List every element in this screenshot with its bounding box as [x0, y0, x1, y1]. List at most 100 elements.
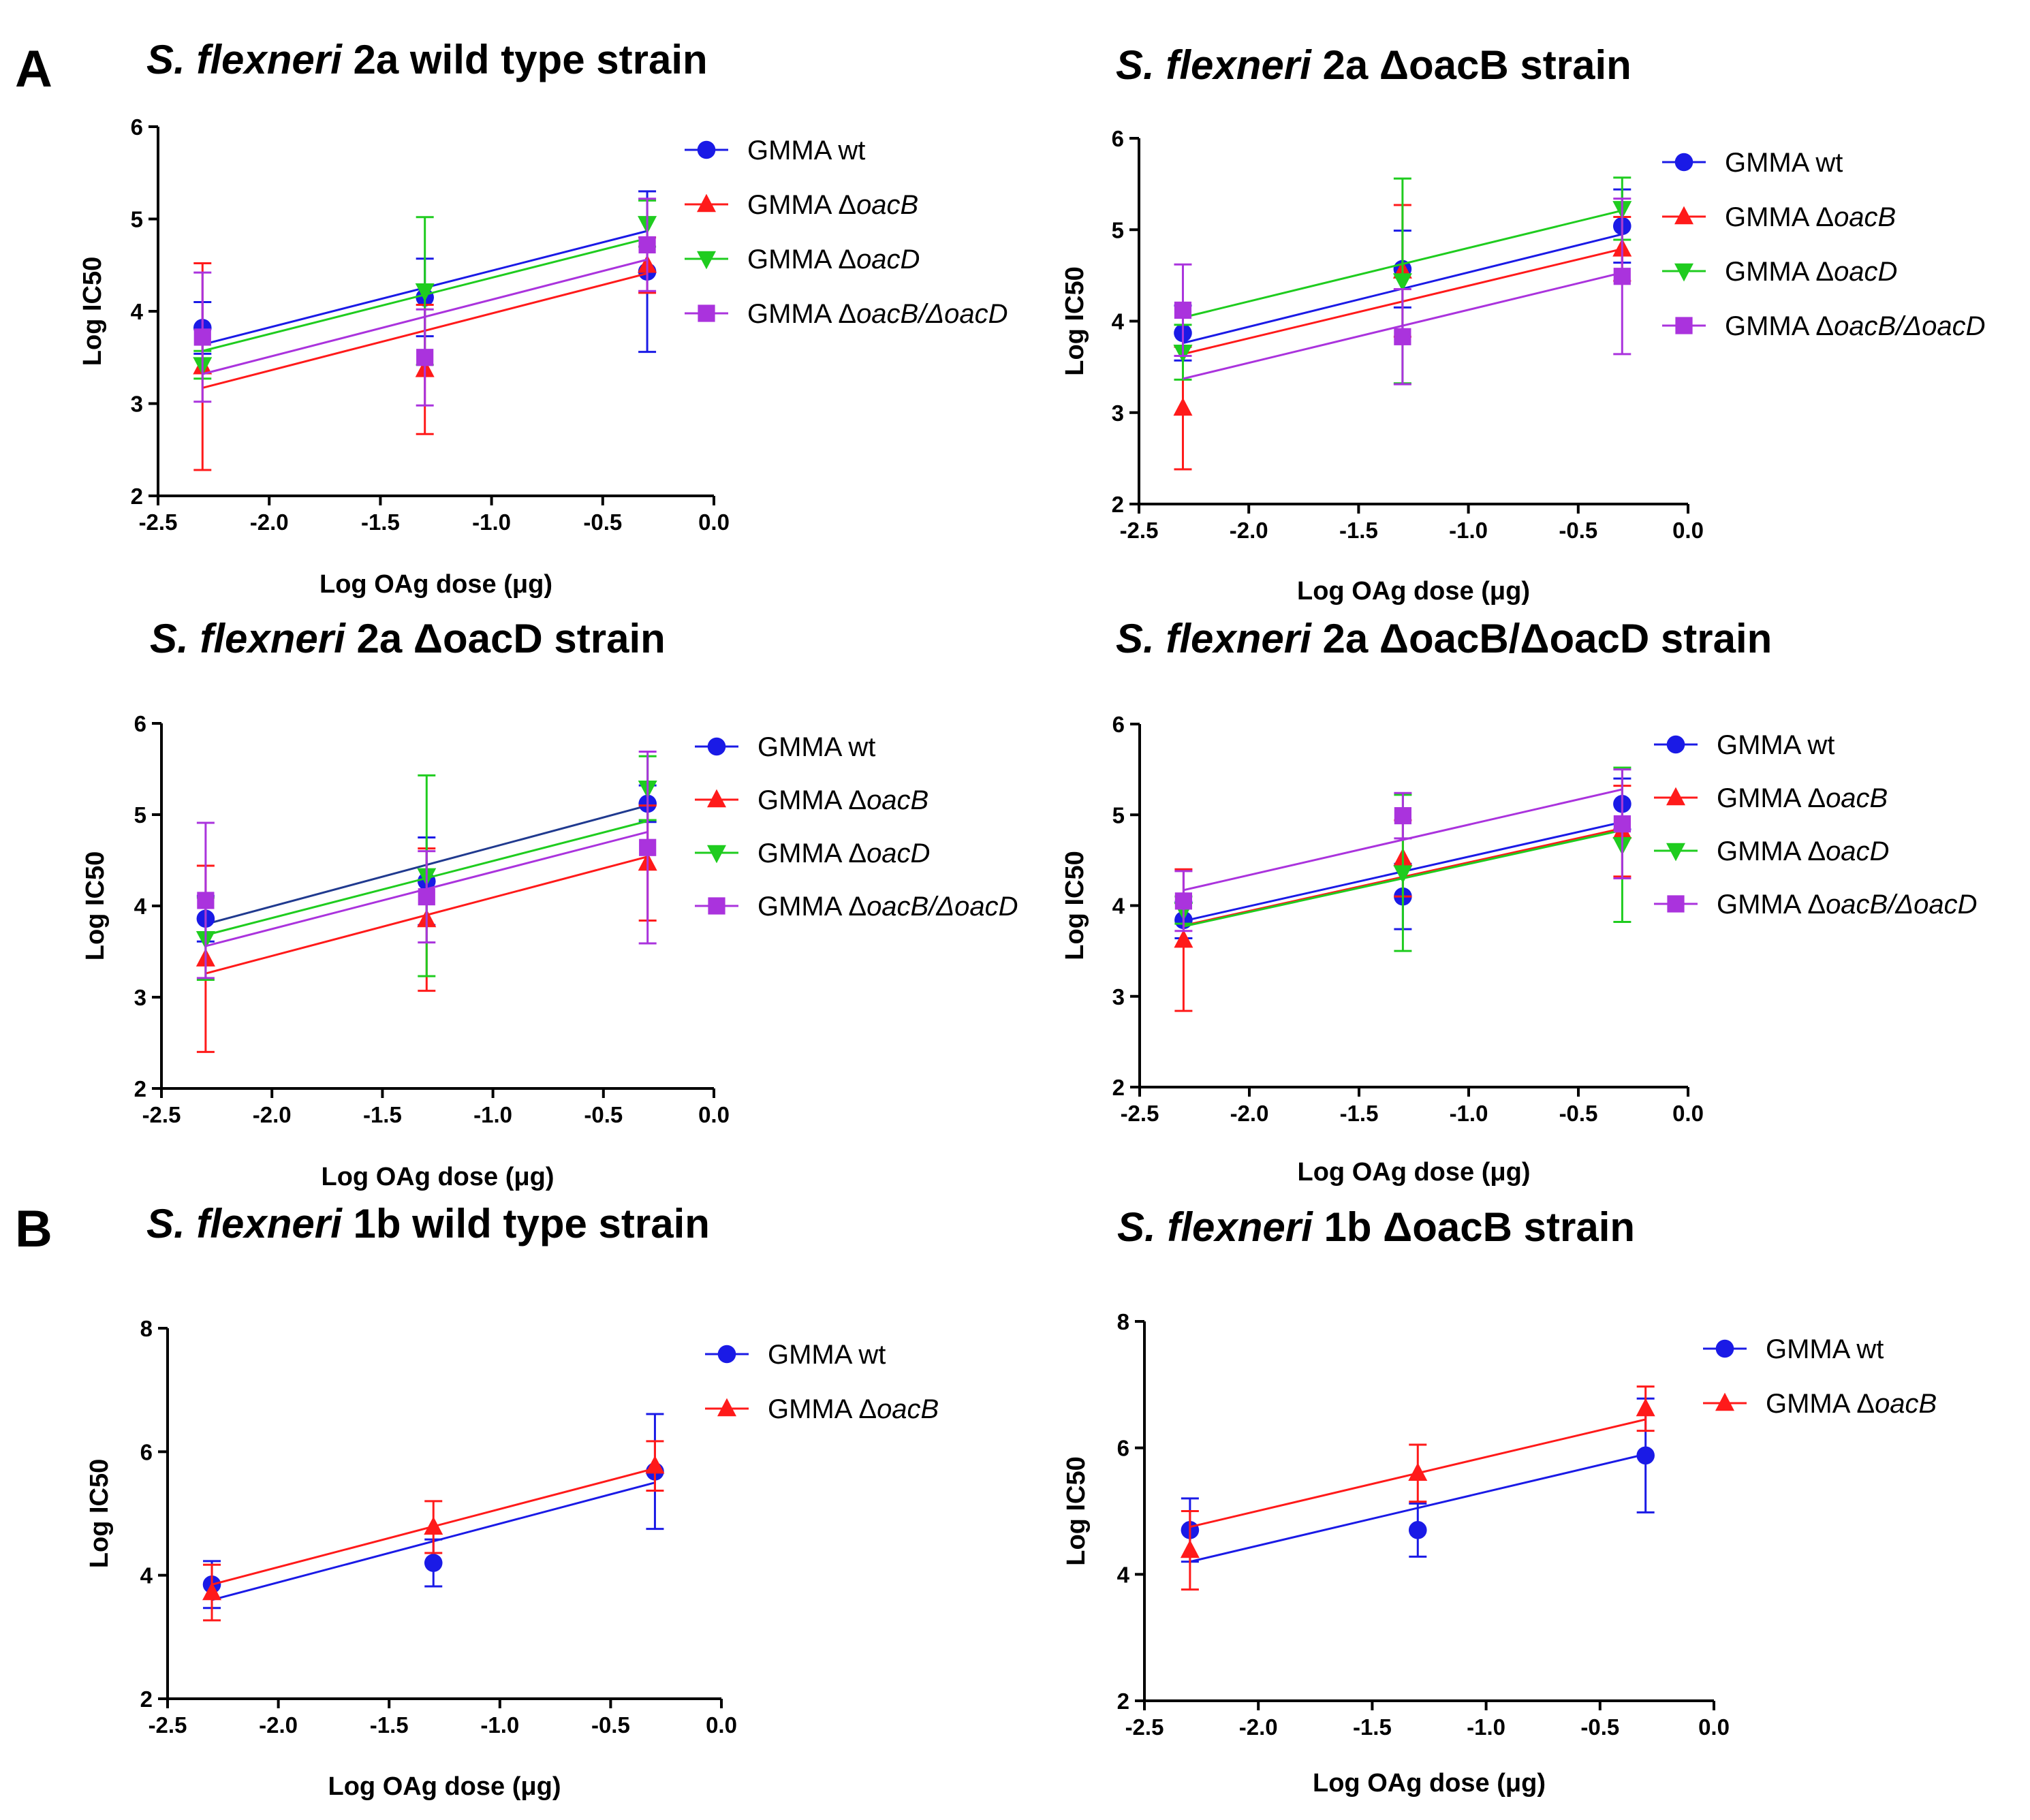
x-tick-label: -2.0: [1230, 518, 1268, 543]
x-tick-label: 0.0: [698, 509, 730, 535]
x-tick-label: -1.0: [480, 1712, 519, 1738]
data-point: [193, 328, 211, 346]
y-tick-label: 8: [1117, 1309, 1129, 1334]
y-tick-label: 2: [1117, 1689, 1129, 1714]
y-axis-label: Log IC50: [1062, 1456, 1091, 1565]
chart-title-strain: 1b wild type strain: [342, 1201, 710, 1246]
legend-item: GMMA ΔoacB: [1662, 202, 1896, 232]
chart-5: S. flexneri 1b wild type strain 2 4 6 8 -2.5 -…: [85, 1201, 939, 1801]
legend-label-gene: oacB: [877, 1394, 939, 1424]
x-tick-label: -2.5: [1120, 518, 1159, 543]
y-tick-label: 4: [134, 894, 147, 919]
x-tick-label: -2.5: [149, 1712, 187, 1738]
legend-marker: [717, 1398, 736, 1417]
y-tick-label: 5: [131, 207, 143, 232]
chart-title: S. flexneri 1b wild type strain: [146, 1201, 710, 1246]
x-tick-label: -2.5: [1125, 1714, 1164, 1740]
legend-label: GMMA ΔoacB: [1725, 202, 1896, 232]
x-tick-label: -2.0: [253, 1102, 292, 1127]
legend-marker: [717, 1345, 736, 1364]
y-tick-label: 6: [1112, 126, 1124, 151]
series-4: [196, 751, 657, 979]
x-tick-label: -1.5: [363, 1102, 402, 1127]
chart-title-species: S. flexneri: [146, 1201, 343, 1246]
x-axis-label: Log OAg dose (μg): [1313, 1769, 1546, 1798]
x-tick-label: -1.5: [361, 509, 400, 535]
legend-label: GMMA wt: [1717, 730, 1834, 760]
legend-marker: [707, 845, 726, 864]
chart-title: S. flexneri 1b ΔoacB strain: [1117, 1204, 1635, 1250]
legend-item: GMMA wt: [705, 1340, 886, 1370]
x-tick-label: -1.5: [1340, 1101, 1379, 1126]
legend-label: GMMA ΔoacD: [758, 838, 930, 868]
legend-marker: [697, 140, 716, 159]
data-point: [645, 1455, 665, 1474]
x-tick-label: -0.5: [1580, 1714, 1619, 1740]
x-tick-label: -0.5: [1559, 518, 1597, 543]
legend-label-gene: oacD: [856, 245, 920, 274]
x-tick-label: -1.5: [1353, 1714, 1392, 1740]
y-tick-label: 3: [1112, 401, 1124, 426]
data-point: [638, 236, 656, 254]
legend-label-main: GMMA Δ: [747, 299, 856, 329]
legend-label: GMMA ΔoacB: [768, 1394, 939, 1424]
legend-label-gene: wt: [1815, 148, 1843, 178]
chart-1: S. flexneri 2a wild type strain 2 3 4 5 6 -2.5…: [78, 37, 1008, 599]
series-2: [202, 1440, 665, 1622]
y-tick-label: 4: [1117, 1562, 1130, 1587]
legend-label-main: GMMA Δ: [747, 245, 856, 274]
y-axis-label: Log IC50: [85, 1459, 114, 1568]
chart-title-strain: 2a ΔoacB strain: [1311, 42, 1631, 88]
legend-label-gene: oacB/ΔoacD: [1834, 311, 1986, 341]
legend-label-main: GMMA Δ: [1766, 1389, 1875, 1419]
legend-item: GMMA wt: [695, 732, 875, 762]
legend-label: GMMA ΔoacB: [758, 785, 928, 815]
legend-label-gene: oacB: [866, 785, 928, 815]
legend-label-main: GMMA Δ: [758, 892, 866, 922]
legend-label: GMMA ΔoacB/ΔoacD: [1725, 311, 1986, 341]
chart-title-strain: 2a ΔoacD strain: [345, 616, 666, 661]
y-tick-label: 3: [1112, 984, 1125, 1009]
y-tick-label: 4: [1112, 309, 1125, 334]
chart-title-species: S. flexneri: [1117, 1204, 1313, 1250]
x-tick-label: -1.5: [370, 1712, 409, 1738]
legend-label-main: GMMA: [1717, 730, 1807, 760]
chart-title-strain: 2a ΔoacB/ΔoacD strain: [1311, 616, 1773, 661]
y-tick-label: 4: [1112, 894, 1125, 919]
legend: GMMA wt GMMA ΔoacB: [705, 1340, 939, 1424]
legend-item: GMMA ΔoacB/ΔoacD: [695, 892, 1018, 922]
legend-label: GMMA wt: [758, 732, 875, 762]
x-tick-label: -2.0: [259, 1712, 298, 1738]
legend-marker: [1667, 895, 1685, 913]
data-point: [424, 1554, 443, 1572]
y-tick-label: 6: [131, 114, 143, 140]
data-point: [202, 1582, 222, 1601]
data-point: [1636, 1398, 1655, 1417]
legend-marker: [708, 897, 725, 915]
data-point: [1408, 1462, 1428, 1481]
data-point: [1174, 892, 1192, 910]
y-tick-label: 2: [131, 484, 143, 509]
legend-label-gene: wt: [847, 732, 875, 762]
y-tick-label: 5: [134, 802, 146, 828]
y-tick-label: 2: [140, 1686, 153, 1712]
legend-label-gene: wt: [1856, 1334, 1884, 1364]
legend-label-main: GMMA: [747, 136, 838, 166]
legend-label-gene: oacD: [1834, 257, 1897, 287]
series-4: [1174, 198, 1631, 386]
legend-label-main: GMMA Δ: [1725, 257, 1834, 287]
x-tick-label: -1.5: [1339, 518, 1378, 543]
legend-marker: [1666, 843, 1685, 862]
legend-label-gene: oacB: [1834, 202, 1896, 232]
legend-label-gene: oacB: [1875, 1389, 1937, 1419]
chart-2: S. flexneri 2a ΔoacB strain 2 3 4 5 6 -2.5 -2.0…: [1061, 42, 1986, 606]
y-tick-label: 2: [1112, 492, 1124, 517]
legend-marker: [1674, 263, 1693, 282]
legend-marker: [707, 789, 726, 808]
x-tick-label: -1.0: [1467, 1714, 1505, 1740]
y-tick-label: 4: [131, 299, 144, 324]
legend-label-gene: wt: [837, 136, 865, 166]
chart-title: S. flexneri 2a ΔoacB strain: [1116, 42, 1631, 88]
